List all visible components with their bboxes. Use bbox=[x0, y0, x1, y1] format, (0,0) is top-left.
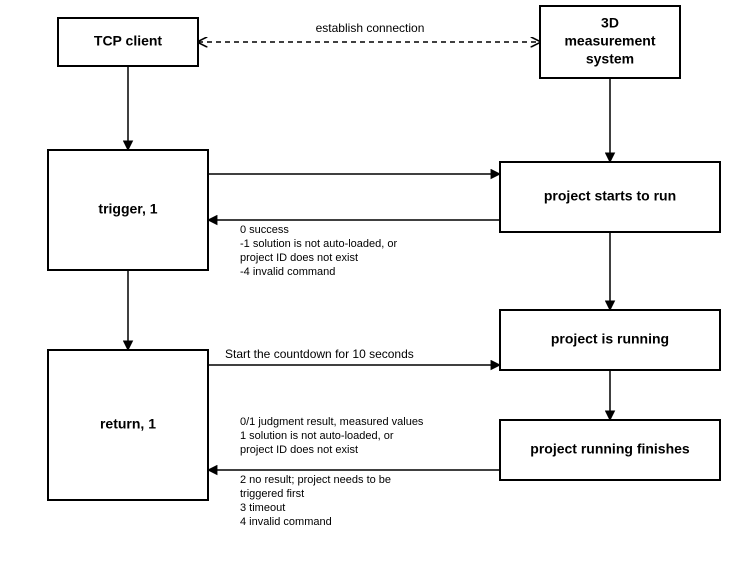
measurement-system-l1: 3D bbox=[601, 15, 619, 31]
countdown-label: Start the countdown for 10 seconds bbox=[225, 347, 414, 361]
node-trigger: trigger, 1 bbox=[48, 150, 208, 270]
return-resp-l5: triggered first bbox=[240, 488, 304, 500]
trigger-label: trigger, 1 bbox=[98, 201, 157, 217]
node-tcp-client: TCP client bbox=[58, 18, 198, 66]
node-project-running: project is running bbox=[500, 310, 720, 370]
trigger-resp-l4: -4 invalid command bbox=[240, 266, 335, 278]
return-resp-l3: project ID does not exist bbox=[240, 444, 358, 456]
node-measurement-system: 3D measurement system bbox=[540, 6, 680, 78]
trigger-resp-l1: 0 success bbox=[240, 224, 289, 236]
return-resp-l1: 0/1 judgment result, measured values bbox=[240, 416, 424, 428]
flowchart-diagram: TCP client 3D measurement system establi… bbox=[0, 0, 750, 564]
node-return: return, 1 bbox=[48, 350, 208, 500]
return-label: return, 1 bbox=[100, 416, 156, 432]
node-project-starts: project starts to run bbox=[500, 162, 720, 232]
return-resp-l2: 1 solution is not auto-loaded, or bbox=[240, 430, 394, 442]
measurement-system-l3: system bbox=[586, 51, 634, 67]
node-project-finishes: project running finishes bbox=[500, 420, 720, 480]
return-resp-l7: 4 invalid command bbox=[240, 516, 332, 528]
project-finishes-label: project running finishes bbox=[530, 441, 690, 457]
return-resp-l6: 3 timeout bbox=[240, 502, 285, 514]
return-resp-l4: 2 no result; project needs to be bbox=[240, 474, 391, 486]
establish-label: establish connection bbox=[316, 21, 425, 35]
project-running-label: project is running bbox=[551, 331, 669, 347]
trigger-resp-l3: project ID does not exist bbox=[240, 252, 358, 264]
trigger-resp-l2: -1 solution is not auto-loaded, or bbox=[240, 238, 397, 250]
tcp-client-label: TCP client bbox=[94, 33, 163, 49]
measurement-system-l2: measurement bbox=[564, 33, 655, 49]
project-starts-label: project starts to run bbox=[544, 188, 676, 204]
